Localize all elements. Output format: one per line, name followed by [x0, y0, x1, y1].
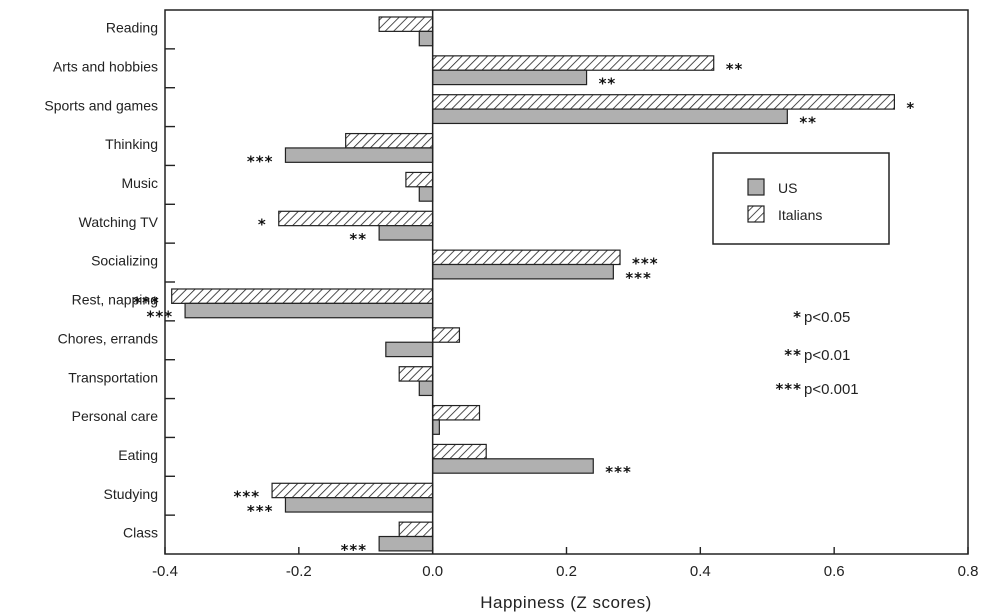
- bar-us-transportation: [418, 380, 434, 397]
- bar-us-chores-errands: [385, 341, 434, 358]
- category-label-rest-napping: Rest, napping: [72, 292, 158, 308]
- bar-italians-eating: [432, 443, 487, 460]
- bar-us-arts-and-hobbies: [432, 69, 588, 86]
- legend-box: [712, 152, 890, 245]
- bar-italians-transportation: [398, 366, 434, 382]
- x-tick-label: 0.4: [690, 563, 711, 580]
- sig-italians-sports-and-games: *: [906, 99, 915, 117]
- sig-key-stars-1: *: [793, 308, 802, 326]
- significance-marks: *************************************: [133, 60, 915, 559]
- x-tick-label: -0.4: [152, 563, 178, 580]
- axis-ticks: [164, 48, 969, 554]
- bar-us-class: [378, 535, 434, 552]
- category-label-chores-errands: Chores, errands: [58, 330, 158, 346]
- category-label-arts-and-hobbies: Arts and hobbies: [53, 58, 158, 74]
- sig-us-studying: ***: [247, 502, 274, 520]
- legend-swatch-italians: [747, 205, 765, 223]
- bar-us-rest-napping: [184, 302, 434, 319]
- bar-italians-class: [398, 521, 434, 538]
- legend-label-italians: Italians: [778, 207, 822, 223]
- sig-italians-arts-and-hobbies: **: [726, 60, 744, 78]
- bar-us-studying: [284, 497, 434, 513]
- legend: US Italians: [712, 152, 890, 245]
- sig-key-label-1: p<0.05: [804, 309, 850, 326]
- significance-key: * p<0.05 ** p<0.01 *** p<0.001: [775, 308, 858, 398]
- x-tick-label: 0.8: [958, 563, 979, 580]
- bar-italians-personal-care: [432, 404, 481, 421]
- x-tick-labels: -0.4 -0.2 0.0 0.2 0.4 0.6 0.8: [152, 563, 978, 580]
- sig-us-socializing: ***: [625, 269, 652, 287]
- sig-us-watching-tv: **: [349, 230, 367, 248]
- sig-us-rest-napping: ***: [147, 308, 174, 326]
- sig-italians-socializing: ***: [632, 255, 659, 273]
- legend-swatch-us: [747, 178, 765, 196]
- bar-italians-rest-napping: [171, 288, 434, 304]
- category-label-socializing: Socializing: [91, 253, 158, 269]
- category-labels: Reading Arts and hobbies Sports and games T…: [44, 20, 158, 541]
- bar-us-personal-care: [432, 419, 440, 435]
- bar-us-sports-and-games: [432, 108, 788, 125]
- x-axis-title: Happiness (Z scores): [480, 593, 652, 612]
- bar-us-music: [418, 186, 434, 202]
- category-label-reading: Reading: [106, 20, 158, 36]
- bar-us-eating: [432, 458, 594, 474]
- bar-italians-watching-tv: [278, 210, 434, 227]
- bar-us-reading: [418, 30, 434, 47]
- sig-key-stars-2: **: [784, 346, 802, 364]
- bar-us-watching-tv: [378, 225, 434, 241]
- category-label-music: Music: [121, 175, 158, 191]
- sig-us-class: ***: [341, 541, 368, 559]
- category-label-personal-care: Personal care: [72, 408, 159, 424]
- category-label-watching-tv: Watching TV: [79, 214, 159, 230]
- bar-us-socializing: [432, 263, 614, 280]
- x-tick-label: 0.0: [422, 563, 443, 580]
- sig-us-arts-and-hobbies: **: [599, 75, 617, 93]
- sig-key-stars-3: ***: [775, 380, 802, 398]
- bar-italians-chores-errands: [432, 327, 461, 343]
- sig-key-label-2: p<0.01: [804, 347, 850, 364]
- category-label-eating: Eating: [118, 447, 158, 463]
- bar-us-thinking: [284, 147, 434, 163]
- category-label-sports-and-games: Sports and games: [44, 97, 158, 113]
- bar-italians-music: [405, 171, 434, 188]
- legend-label-us: US: [778, 180, 797, 196]
- bar-italians-thinking: [345, 132, 434, 149]
- sig-italians-rest-napping: ***: [133, 293, 160, 311]
- bar-italians-reading: [378, 16, 434, 32]
- x-tick-label: -0.2: [286, 563, 312, 580]
- x-tick-label: 0.2: [556, 563, 577, 580]
- category-label-studying: Studying: [104, 486, 158, 502]
- bar-italians-sports-and-games: [432, 94, 895, 110]
- category-label-thinking: Thinking: [105, 136, 158, 152]
- sig-us-eating: ***: [605, 463, 632, 481]
- sig-italians-studying: ***: [234, 488, 261, 506]
- sig-us-sports-and-games: **: [799, 113, 817, 131]
- category-label-transportation: Transportation: [68, 369, 158, 385]
- x-tick-label: 0.6: [824, 563, 845, 580]
- sig-us-thinking: ***: [247, 152, 274, 170]
- sig-italians-watching-tv: *: [258, 216, 267, 234]
- bar-italians-studying: [271, 482, 434, 499]
- category-label-class: Class: [123, 525, 158, 541]
- sig-key-label-3: p<0.001: [804, 381, 859, 398]
- bar-italians-socializing: [432, 249, 621, 266]
- bar-italians-arts-and-hobbies: [432, 55, 715, 71]
- bars-layer: [171, 16, 895, 552]
